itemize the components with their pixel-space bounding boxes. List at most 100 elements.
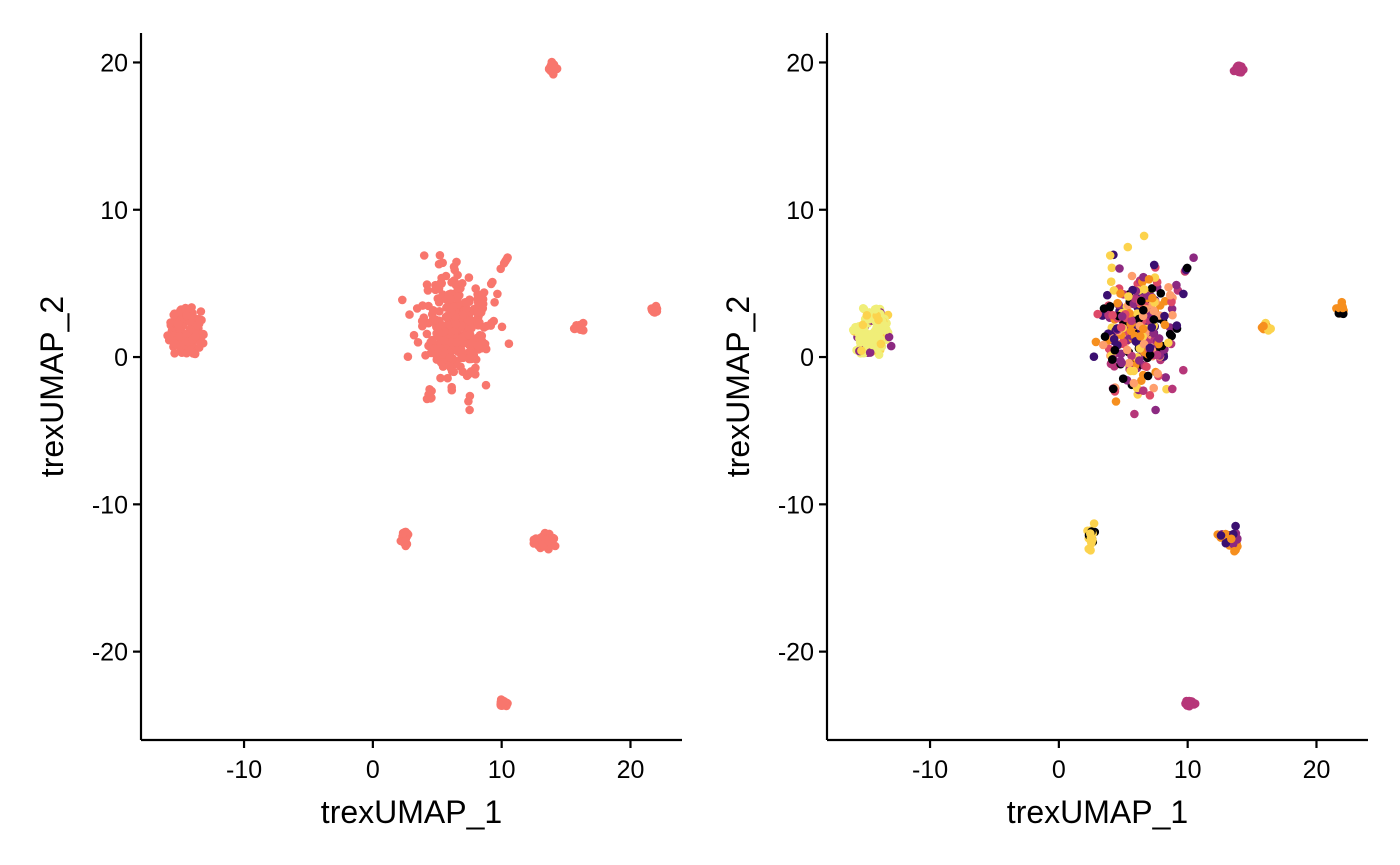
data-point [1145, 350, 1155, 360]
y-tick-label: 0 [800, 344, 814, 372]
data-point [399, 538, 409, 548]
data-point [1149, 383, 1158, 393]
x-tick-label: -10 [912, 756, 948, 784]
data-point [1165, 329, 1175, 339]
data-point [490, 298, 499, 307]
data-point [1139, 231, 1149, 241]
data-point [870, 305, 880, 314]
points-layer [848, 61, 1348, 711]
data-point [1110, 345, 1120, 355]
data-point [1139, 305, 1148, 315]
data-point [447, 382, 457, 392]
data-point [570, 324, 579, 334]
data-point [855, 334, 864, 343]
data-point [1165, 290, 1175, 300]
data-point [1160, 320, 1170, 330]
data-point [1116, 356, 1125, 366]
data-point [191, 332, 200, 341]
data-point [458, 279, 467, 288]
data-point [1137, 296, 1146, 306]
data-point [476, 308, 486, 317]
data-point [1231, 521, 1240, 531]
data-point [1148, 293, 1157, 303]
data-point [467, 323, 476, 333]
data-point [431, 285, 440, 295]
data-point [1156, 289, 1166, 298]
data-point [1179, 289, 1188, 299]
data-point [166, 318, 175, 327]
x-tick-label: 10 [488, 756, 516, 784]
data-point [1138, 324, 1148, 334]
data-point [422, 329, 432, 339]
data-point [453, 294, 462, 303]
data-point [1164, 283, 1173, 292]
data-point [419, 251, 429, 260]
data-point [1116, 349, 1126, 359]
data-point [434, 328, 444, 338]
data-point [173, 319, 183, 329]
data-point [413, 338, 423, 347]
data-point [1167, 297, 1176, 307]
data-point [880, 321, 889, 330]
x-tick-label: 20 [617, 756, 645, 784]
y-tick-label: 10 [786, 197, 814, 225]
data-point [443, 373, 452, 383]
data-point [438, 258, 448, 268]
y-tick-label: 10 [100, 197, 128, 225]
data-point [175, 332, 184, 341]
data-point [478, 299, 488, 309]
data-point [1143, 371, 1153, 381]
data-point [1115, 264, 1124, 273]
data-point [437, 273, 446, 283]
data-point [497, 322, 507, 332]
data-point [1106, 277, 1116, 287]
data-point [857, 346, 866, 356]
data-point [464, 273, 474, 282]
data-point [1144, 275, 1154, 284]
data-point [409, 330, 419, 340]
data-point [195, 316, 205, 326]
data-point [1129, 378, 1139, 388]
data-point [429, 306, 438, 316]
data-point [434, 297, 444, 307]
data-point [1149, 260, 1159, 270]
y-tick-label: -10 [778, 491, 814, 519]
data-point [578, 318, 588, 328]
data-point [436, 373, 445, 383]
data-point [1179, 365, 1188, 375]
data-point [884, 332, 894, 342]
data-point [1338, 303, 1348, 313]
data-point [1108, 355, 1117, 364]
data-point [1126, 366, 1135, 376]
data-point [1103, 290, 1112, 300]
data-point [421, 351, 430, 360]
data-point [424, 390, 433, 399]
data-point [1139, 285, 1149, 294]
data-point [550, 541, 560, 551]
data-point [398, 295, 407, 305]
data-point [1216, 531, 1226, 540]
data-point [1124, 292, 1133, 301]
data-point [1107, 263, 1117, 273]
umap-panel-right: -10 0 10 20 -20 -10 0 10 20 trexUMAP_1 trexUMAP_2 [720, 33, 1368, 830]
data-point [170, 349, 179, 358]
data-point [451, 320, 461, 329]
data-point [1168, 384, 1177, 394]
data-point [447, 367, 457, 376]
data-point [1098, 340, 1108, 350]
data-point [1172, 321, 1182, 330]
data-point [1127, 271, 1137, 281]
data-point [1259, 321, 1268, 331]
data-point [1089, 352, 1099, 362]
data-point [196, 307, 206, 316]
data-point [446, 294, 455, 304]
y-tick-label: -10 [92, 491, 128, 519]
data-point [417, 316, 427, 326]
data-point [1113, 298, 1122, 308]
data-point [550, 64, 560, 73]
data-point [1130, 409, 1139, 419]
data-point [1189, 253, 1198, 262]
data-point [1109, 384, 1118, 394]
data-point [465, 316, 475, 326]
